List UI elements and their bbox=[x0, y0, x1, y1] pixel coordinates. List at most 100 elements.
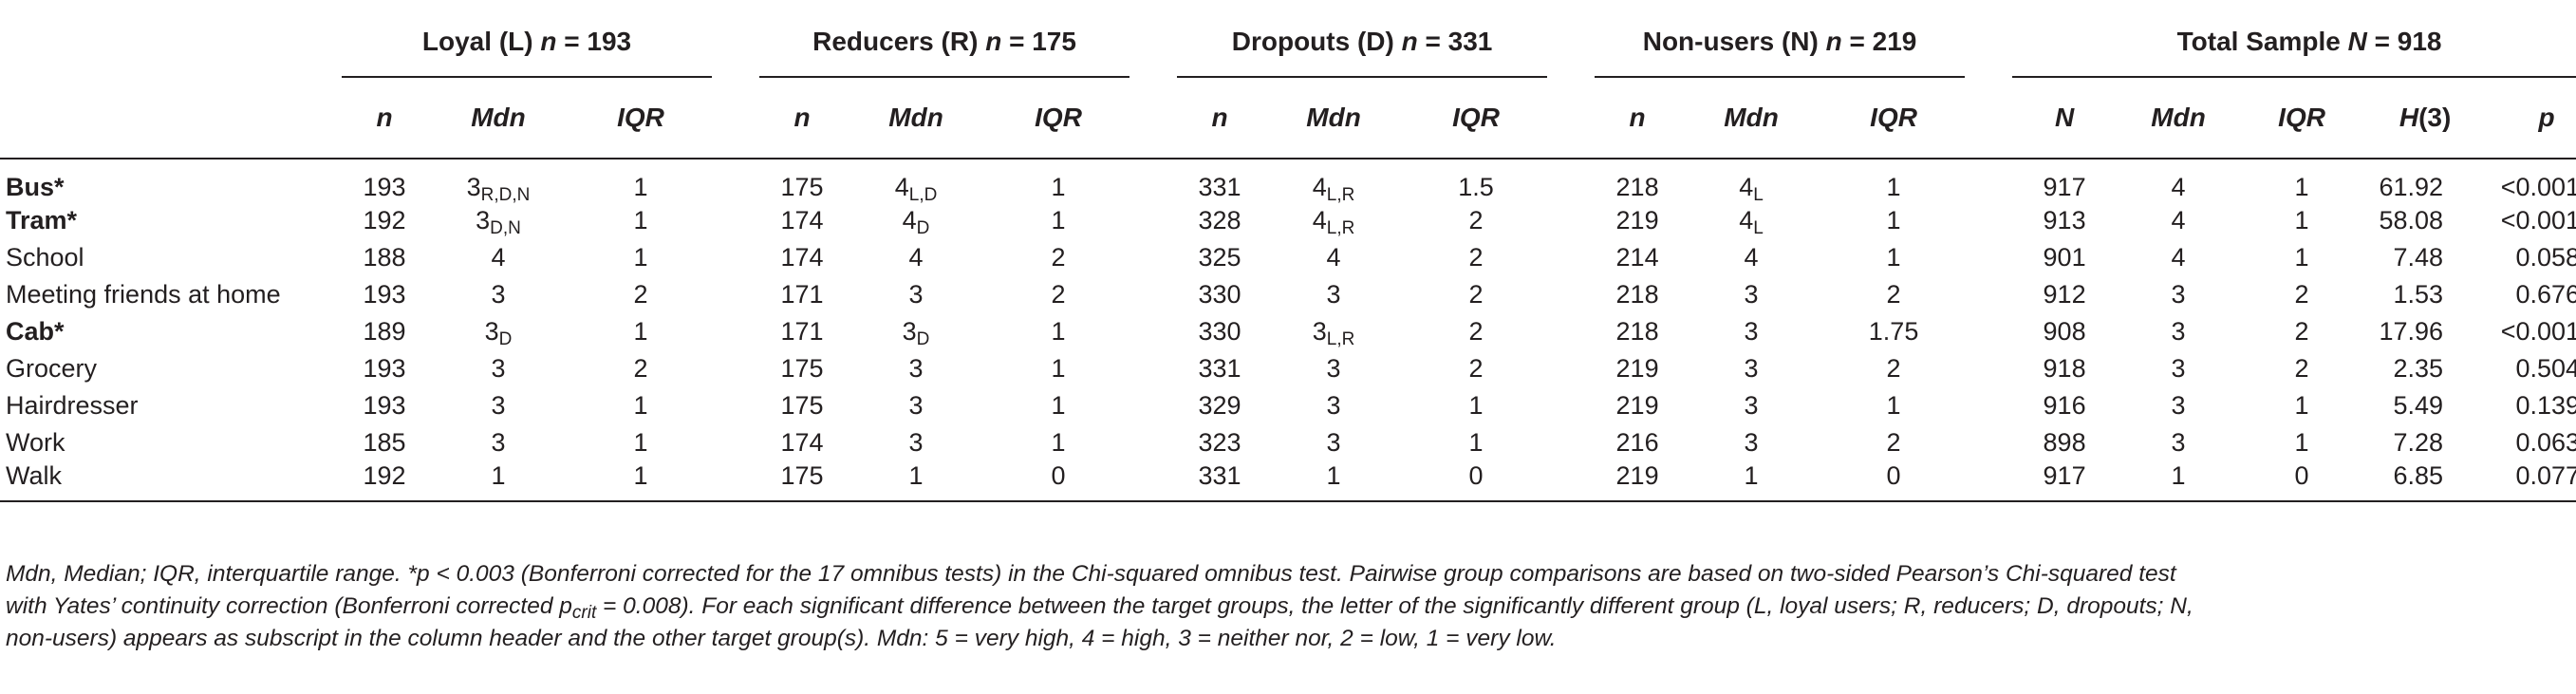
cell-iqr: 1 bbox=[1051, 317, 1066, 346]
cell-iqr: 1 bbox=[1886, 206, 1901, 234]
cell-iqr: 2 bbox=[1886, 354, 1901, 383]
cell-mdn: 4D bbox=[902, 206, 930, 238]
cell-iqr: 1.75 bbox=[1868, 317, 1919, 346]
group-header-dropouts: Dropouts (D) n = 331 bbox=[1231, 27, 1493, 56]
group-header-reducers: Reducers (R) n = 175 bbox=[812, 27, 1076, 56]
cell-n: 219 bbox=[1615, 391, 1659, 420]
cell-iqr: 2 bbox=[1051, 280, 1066, 309]
cell-iqr: 1 bbox=[2294, 428, 2309, 457]
col-header-n: n bbox=[1211, 103, 1228, 132]
col-header-h: H(3) bbox=[2399, 103, 2452, 132]
table-body: Bus* 193 3R,D,N 1 175 4L,D 1 331 4L,R 1.5 218 4L 1 91… bbox=[0, 159, 2576, 502]
cell-iqr: 0 bbox=[1405, 461, 1548, 502]
cell-iqr: 2 bbox=[1886, 280, 1901, 309]
cell-p: <0.001 bbox=[2500, 173, 2576, 201]
spacer-cell bbox=[712, 387, 759, 424]
col-header-iqr: IQR bbox=[1452, 103, 1500, 132]
cell-mdn: 3 bbox=[2171, 280, 2186, 309]
cell-n: 330 bbox=[1198, 280, 1241, 309]
cell-h: 5.49 bbox=[2393, 391, 2444, 420]
col-header-mdn: Mdn bbox=[471, 103, 526, 132]
cell-iqr: 1 bbox=[1886, 173, 1901, 201]
table-row: Tram* 192 3D,N 1 174 4D 1 328 4L,R 2 219 4L 1 913 4 1 58… bbox=[0, 202, 2576, 239]
cell-iqr: 0 bbox=[987, 461, 1130, 502]
spacer-cell bbox=[712, 239, 759, 276]
cell-p: 0.504 bbox=[2515, 354, 2576, 383]
cell-total-n: 918 bbox=[2043, 354, 2086, 383]
spacer-cell bbox=[712, 276, 759, 313]
cell-n: 328 bbox=[1198, 206, 1241, 234]
spacer-cell bbox=[712, 159, 759, 202]
cell-mdn: 1 bbox=[1680, 461, 1823, 502]
cell-n: 192 bbox=[342, 461, 427, 502]
spacer-cell bbox=[1547, 202, 1595, 239]
row-label: School bbox=[6, 243, 84, 272]
cell-iqr: 1 bbox=[633, 317, 648, 346]
cell-iqr: 1 bbox=[1468, 428, 1484, 457]
cell-mdn: 4 bbox=[1744, 243, 1759, 272]
group-header-row: Loyal (L) n = 193 Reducers (R) n = 175 D… bbox=[0, 8, 2576, 77]
cell-mdn: 3 bbox=[908, 428, 924, 457]
footnote-line: with Yates’ continuity correction (Bonfe… bbox=[6, 593, 2193, 623]
spacer-cell bbox=[1547, 276, 1595, 313]
cell-mdn: 3 bbox=[1326, 280, 1341, 309]
row-label: Grocery bbox=[6, 354, 98, 383]
cell-total-n: 913 bbox=[2043, 206, 2086, 234]
row-label: Tram* bbox=[6, 206, 78, 234]
cell-iqr: 1 bbox=[1051, 206, 1066, 234]
cell-iqr: 1 bbox=[1468, 391, 1484, 420]
cell-iqr: 2 bbox=[1051, 243, 1066, 272]
group-header-nonusers: Non-users (N) n = 219 bbox=[1642, 27, 1917, 56]
cell-mdn: 4 bbox=[2171, 243, 2186, 272]
spacer-cell bbox=[1547, 313, 1595, 350]
cell-n: 174 bbox=[780, 243, 824, 272]
col-header-iqr: IQR bbox=[2278, 103, 2325, 132]
cell-h: 58.08 bbox=[2379, 206, 2444, 234]
spacer-cell bbox=[1129, 239, 1177, 276]
cell-n: 329 bbox=[1198, 391, 1241, 420]
row-label: Hairdresser bbox=[6, 391, 139, 420]
cell-iqr: 2 bbox=[1468, 317, 1484, 346]
cell-n: 218 bbox=[1615, 280, 1659, 309]
cell-total-n: 916 bbox=[2043, 391, 2086, 420]
cell-mdn: 3 bbox=[1744, 354, 1759, 383]
cell-total-n: 908 bbox=[2043, 317, 2086, 346]
cell-iqr: 2 bbox=[1468, 280, 1484, 309]
significance-subscript: L bbox=[1753, 185, 1764, 205]
cell-total-n: 912 bbox=[2043, 280, 2086, 309]
cell-mdn: 1 bbox=[427, 461, 569, 502]
col-header-mdn: Mdn bbox=[2151, 103, 2206, 132]
spacer-cell bbox=[712, 424, 759, 461]
cell-n: 171 bbox=[780, 317, 824, 346]
significance-subscript: L bbox=[1753, 218, 1764, 238]
cell-n: 193 bbox=[363, 173, 406, 201]
table-row: Walk 192 1 1 175 1 0 331 1 0 219 1 0 917 1 0 6.85 0.077 bbox=[0, 461, 2576, 502]
cell-mdn: 4 bbox=[1326, 243, 1341, 272]
spacer-cell bbox=[712, 202, 759, 239]
cell-n: 192 bbox=[363, 206, 406, 234]
significance-subscript: L,R bbox=[1326, 185, 1355, 205]
column-header-row: n Mdn IQR n Mdn IQR n Mdn IQR n Mdn IQR … bbox=[0, 78, 2576, 159]
row-label: Work bbox=[6, 428, 65, 457]
cell-mdn: 4 bbox=[2171, 206, 2186, 234]
cell-p: 0.063 bbox=[2515, 428, 2576, 457]
spacer-cell bbox=[1129, 276, 1177, 313]
cell-mdn: 3D,N bbox=[476, 206, 521, 238]
cell-h: 6.85 bbox=[2363, 461, 2488, 502]
cell-h: 2.35 bbox=[2393, 354, 2444, 383]
cell-mdn: 3 bbox=[491, 280, 506, 309]
col-header-mdn: Mdn bbox=[1724, 103, 1779, 132]
cell-n: 219 bbox=[1595, 461, 1681, 502]
cell-n: 218 bbox=[1615, 173, 1659, 201]
cell-mdn: 4 bbox=[2171, 173, 2186, 201]
cell-n: 171 bbox=[780, 280, 824, 309]
cell-n: 193 bbox=[363, 280, 406, 309]
cell-n: 218 bbox=[1615, 317, 1659, 346]
col-header-mdn: Mdn bbox=[888, 103, 943, 132]
cell-mdn: 3 bbox=[908, 280, 924, 309]
cell-p: 0.058 bbox=[2515, 243, 2576, 272]
significance-subscript: L,R bbox=[1326, 218, 1355, 238]
cell-iqr: 1 bbox=[2294, 243, 2309, 272]
spacer-cell bbox=[1965, 387, 2012, 424]
cell-n: 189 bbox=[363, 317, 406, 346]
